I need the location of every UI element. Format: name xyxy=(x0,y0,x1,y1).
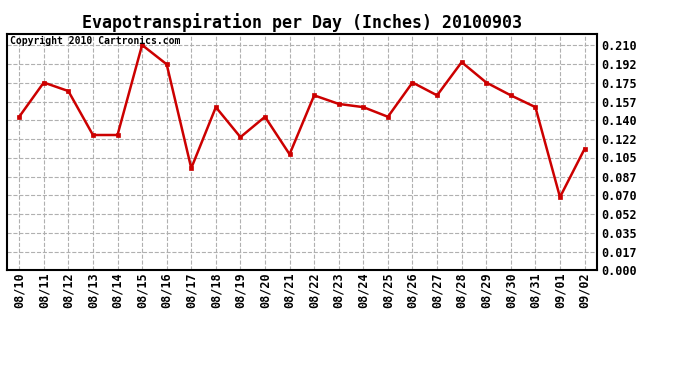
Title: Evapotranspiration per Day (Inches) 20100903: Evapotranspiration per Day (Inches) 2010… xyxy=(82,13,522,32)
Text: Copyright 2010 Cartronics.com: Copyright 2010 Cartronics.com xyxy=(10,36,180,46)
